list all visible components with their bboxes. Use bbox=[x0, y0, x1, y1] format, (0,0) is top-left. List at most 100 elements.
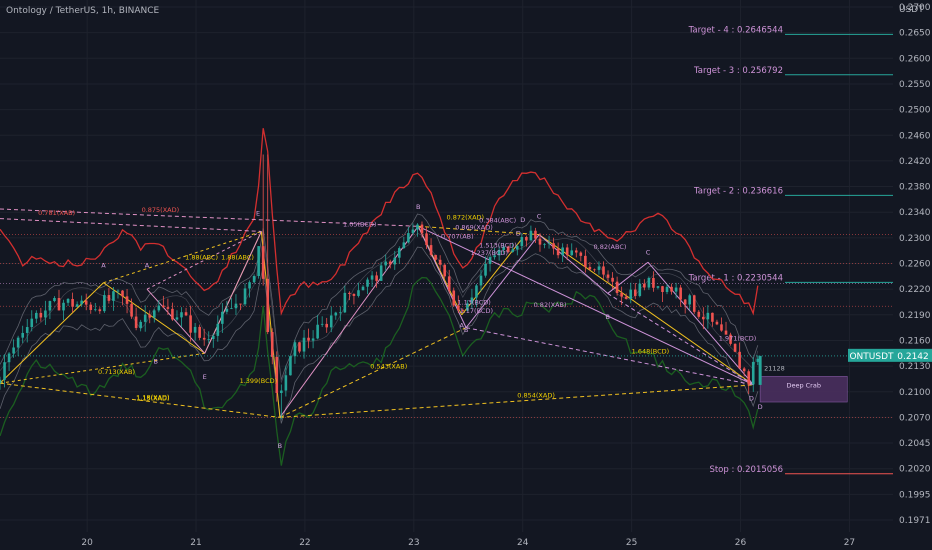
candle-body bbox=[683, 299, 687, 305]
target-label: Target - 1 : 0.2230544 bbox=[688, 273, 783, 283]
candle-body bbox=[57, 297, 61, 311]
pattern-point-label: B bbox=[416, 203, 420, 211]
candle-body bbox=[384, 261, 387, 266]
candle-body bbox=[266, 278, 270, 333]
chart-title: Ontology / TetherUS, 1h, BINANCE bbox=[6, 6, 160, 16]
candle-body bbox=[515, 246, 519, 250]
candle-body bbox=[116, 290, 120, 292]
candle-body bbox=[298, 342, 301, 352]
x-tick-label: 23 bbox=[408, 538, 419, 548]
candle-body bbox=[12, 347, 15, 354]
lower-indicator-line bbox=[0, 276, 759, 466]
band-lower bbox=[0, 246, 759, 424]
ratio-label: 0.707(AB) bbox=[441, 232, 474, 240]
candle-body bbox=[275, 356, 279, 394]
pattern-leg bbox=[204, 231, 262, 354]
candle-body bbox=[556, 248, 560, 256]
candle-body bbox=[30, 318, 34, 328]
candle-body bbox=[230, 308, 233, 310]
pattern-diag bbox=[607, 293, 754, 386]
candle-body bbox=[75, 304, 79, 307]
pattern-point-label: A bbox=[145, 261, 150, 269]
candle-body bbox=[25, 327, 29, 333]
candle-body bbox=[629, 289, 633, 299]
target-label: Target - 4 : 0.2646544 bbox=[688, 25, 783, 35]
candle-body bbox=[447, 276, 451, 291]
y-tick-label: 0.2300 bbox=[899, 234, 931, 244]
target-label: Stop : 0.2015056 bbox=[709, 465, 783, 475]
pattern-labels: 0.781(XAB) 0.875(XAD)1.05(BCD)1.88(ABC) 1.… bbox=[38, 203, 763, 450]
pattern-point-label: A bbox=[460, 322, 465, 330]
y-tick-label: 0.2070 bbox=[899, 413, 931, 423]
pattern-point-label: B bbox=[605, 313, 609, 321]
y-tick-label: 0.2340 bbox=[899, 208, 931, 218]
pattern-leg bbox=[0, 352, 205, 384]
candle-body bbox=[561, 247, 564, 256]
candle-body bbox=[375, 275, 378, 281]
candle-body bbox=[39, 312, 43, 318]
y-tick-label: 0.2460 bbox=[899, 131, 931, 141]
candle-body bbox=[624, 296, 628, 299]
pattern-diag bbox=[279, 384, 754, 418]
candle-body bbox=[325, 323, 329, 328]
candle-body bbox=[307, 337, 310, 341]
candle-body bbox=[343, 292, 347, 313]
candle-body bbox=[466, 303, 469, 311]
candle-body bbox=[570, 250, 574, 256]
candle-body bbox=[438, 259, 442, 265]
candle-body bbox=[443, 264, 446, 277]
pattern-point-label: D bbox=[516, 229, 521, 237]
candle-body bbox=[239, 303, 242, 305]
deep-crab-box bbox=[759, 376, 848, 403]
y-tick-label: 0.2650 bbox=[899, 29, 931, 39]
candle-body bbox=[16, 337, 20, 348]
candle-body bbox=[407, 233, 410, 243]
candle-body bbox=[207, 339, 211, 340]
candle-body bbox=[488, 257, 492, 264]
ratio-label: 0.543(XAB) bbox=[370, 363, 407, 371]
x-tick-label: 21 bbox=[190, 538, 201, 548]
y-tick-label: 0.1995 bbox=[899, 490, 931, 500]
candle-body bbox=[0, 379, 2, 384]
deep-crab-label: Deep Crab bbox=[786, 381, 821, 389]
candle-body bbox=[588, 266, 592, 270]
candle-body bbox=[171, 308, 174, 320]
x-tick-label: 24 bbox=[517, 538, 529, 548]
candle-body bbox=[729, 334, 732, 344]
candle-body bbox=[543, 243, 546, 245]
candle-body bbox=[711, 312, 714, 322]
current-marker-label: 21128 bbox=[764, 364, 785, 372]
candle-body bbox=[257, 246, 260, 277]
candle-body bbox=[357, 290, 360, 296]
candle-body bbox=[234, 303, 238, 309]
candle-body bbox=[221, 311, 224, 324]
ratio-label: 1.513(BCD) bbox=[479, 241, 517, 249]
candle-body bbox=[261, 246, 265, 279]
x-tick-label: 26 bbox=[735, 538, 747, 548]
candle-body bbox=[243, 288, 247, 305]
pattern-point-label: D bbox=[520, 216, 525, 224]
candle-body bbox=[411, 229, 415, 234]
candle-body bbox=[643, 283, 646, 288]
y-tick-label: 0.2190 bbox=[899, 311, 931, 321]
candle-body bbox=[520, 237, 524, 247]
candle-body bbox=[184, 312, 188, 316]
candle-body bbox=[35, 312, 38, 319]
candle-body bbox=[606, 274, 610, 278]
candle-body bbox=[134, 316, 138, 328]
candle-body bbox=[420, 224, 424, 234]
symbol-tag bbox=[848, 348, 895, 362]
candle-body bbox=[756, 358, 760, 362]
candle-body bbox=[339, 312, 342, 314]
candle-body bbox=[697, 311, 701, 317]
pattern-leg bbox=[538, 234, 609, 294]
pattern-point-label: B bbox=[464, 326, 468, 334]
candles bbox=[0, 154, 762, 420]
y-tick-label: 0.2160 bbox=[899, 336, 931, 346]
candle-body bbox=[284, 375, 288, 391]
candle-body bbox=[130, 303, 133, 317]
candle-body bbox=[98, 309, 102, 312]
